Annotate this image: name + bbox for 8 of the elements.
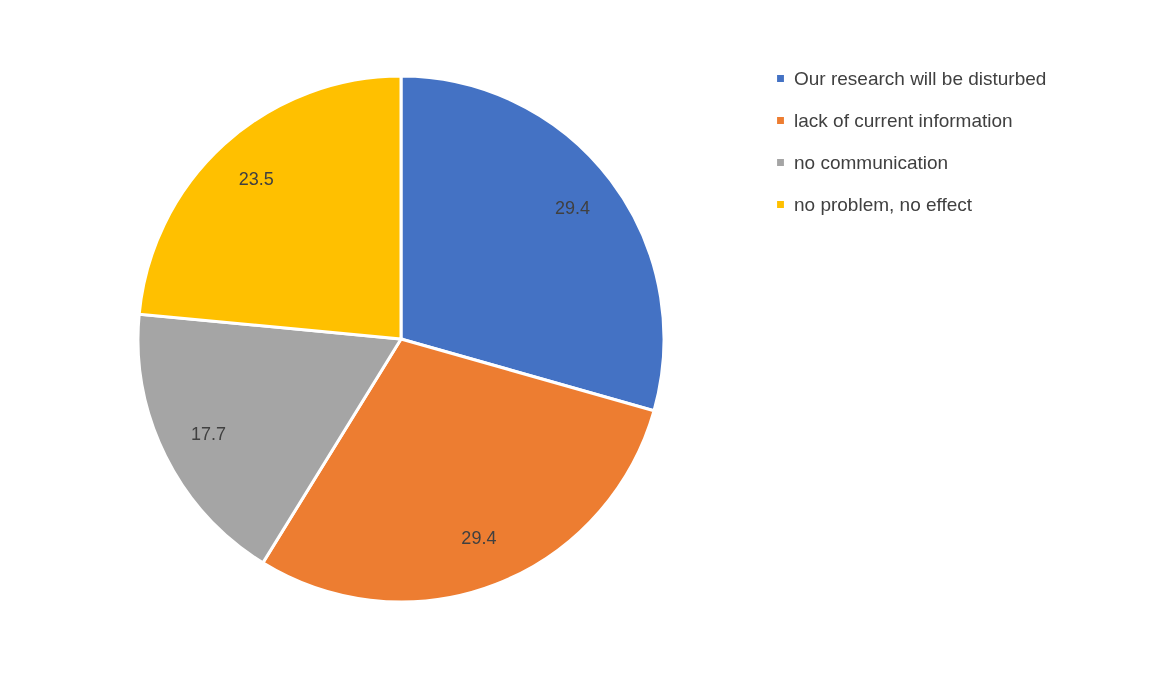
data-label: 29.4 [461,528,497,549]
data-label: 17.7 [191,423,227,444]
legend-label: Our research will be disturbed [794,67,1047,89]
data-label: 29.4 [555,198,591,219]
legend-label: lack of current information [794,109,1013,131]
data-label: 23.5 [238,168,274,189]
legend-label: no problem, no effect [794,193,973,215]
legend-label: no communication [794,151,949,173]
